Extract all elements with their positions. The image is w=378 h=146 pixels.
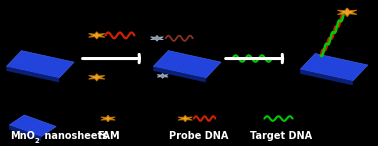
Polygon shape (153, 51, 221, 78)
Polygon shape (9, 115, 56, 137)
Polygon shape (338, 8, 357, 17)
Text: Probe DNA: Probe DNA (169, 131, 228, 141)
Polygon shape (6, 66, 59, 82)
Polygon shape (157, 73, 168, 78)
Text: MnO: MnO (10, 131, 35, 141)
Polygon shape (150, 35, 164, 41)
Polygon shape (300, 69, 353, 85)
Text: Target DNA: Target DNA (250, 131, 312, 141)
Polygon shape (9, 125, 41, 141)
Polygon shape (101, 115, 115, 122)
Text: nanosheets: nanosheets (41, 131, 108, 141)
Text: 2: 2 (35, 138, 39, 144)
Text: FAM: FAM (97, 131, 119, 141)
Polygon shape (88, 32, 105, 39)
Polygon shape (300, 53, 368, 81)
Polygon shape (178, 115, 192, 122)
Polygon shape (153, 66, 206, 82)
Polygon shape (88, 74, 105, 81)
Polygon shape (6, 51, 74, 78)
